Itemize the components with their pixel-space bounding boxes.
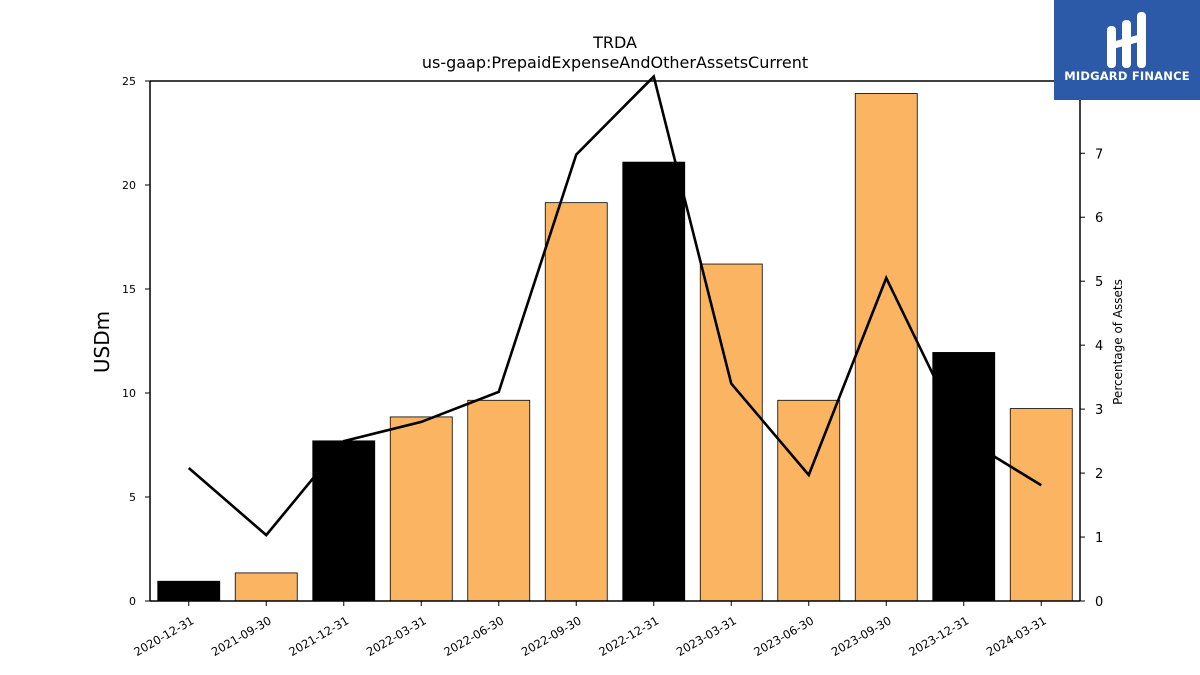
x-tick-label: 2021-09-30 bbox=[209, 613, 274, 659]
brand-logo: MIDGARD FINANCE bbox=[1054, 0, 1200, 100]
x-tick-label: 2023-03-31 bbox=[674, 613, 739, 659]
line-series bbox=[187, 73, 1042, 537]
y2-axis-label: Percentage of Assets bbox=[1111, 279, 1125, 405]
y-tick-label: 15 bbox=[122, 283, 136, 296]
bar bbox=[777, 399, 841, 602]
bar bbox=[157, 580, 221, 602]
bar bbox=[1009, 408, 1073, 602]
x-tick-label: 2023-09-30 bbox=[829, 613, 894, 659]
y2-tick-label: 1 bbox=[1095, 531, 1103, 546]
y2-tick-label: 2 bbox=[1095, 467, 1103, 482]
bar bbox=[622, 161, 686, 602]
x-tick-label: 2024-03-31 bbox=[984, 613, 1049, 659]
y2-tick-label: 0 bbox=[1095, 595, 1103, 610]
y-tick-label: 20 bbox=[122, 179, 136, 192]
x-tick-label: 2023-06-30 bbox=[751, 613, 816, 659]
bar bbox=[854, 93, 918, 602]
y2-tick-label: 3 bbox=[1095, 403, 1103, 418]
y-tick-label: 25 bbox=[122, 75, 136, 88]
bar bbox=[932, 352, 996, 602]
x-tick-label: 2022-03-31 bbox=[364, 613, 429, 659]
y-tick-label: 10 bbox=[122, 387, 136, 400]
x-tick-label: 2022-12-31 bbox=[596, 613, 661, 659]
bar bbox=[234, 572, 298, 602]
y-axis-label: USDm bbox=[90, 311, 114, 373]
bar bbox=[312, 440, 376, 602]
y-tick-label: 5 bbox=[129, 491, 136, 504]
y2-tick-label: 6 bbox=[1095, 211, 1103, 226]
bar bbox=[544, 202, 608, 602]
chart-title: TRDA bbox=[592, 33, 637, 52]
y2-tick-label: 4 bbox=[1095, 339, 1103, 354]
chart-subtitle: us-gaap:PrepaidExpenseAndOtherAssetsCurr… bbox=[422, 53, 808, 72]
x-tick-label: 2020-12-31 bbox=[131, 613, 196, 659]
logo-text: MIDGARD FINANCE bbox=[1064, 69, 1190, 83]
line-path bbox=[187, 73, 1042, 537]
bar bbox=[389, 416, 453, 602]
x-tick-label: 2021-12-31 bbox=[286, 613, 351, 659]
y2-tick-label: 5 bbox=[1095, 275, 1103, 290]
x-tick-label: 2022-06-30 bbox=[441, 613, 506, 659]
bar-series bbox=[157, 93, 1073, 602]
bar bbox=[699, 263, 763, 602]
bar bbox=[467, 399, 531, 602]
y2-tick-label: 7 bbox=[1095, 147, 1103, 162]
y-tick-label: 0 bbox=[129, 595, 136, 608]
x-tick-label: 2023-12-31 bbox=[906, 613, 971, 659]
x-tick-label: 2022-09-30 bbox=[519, 613, 584, 659]
logo-mark-icon bbox=[1107, 12, 1146, 68]
